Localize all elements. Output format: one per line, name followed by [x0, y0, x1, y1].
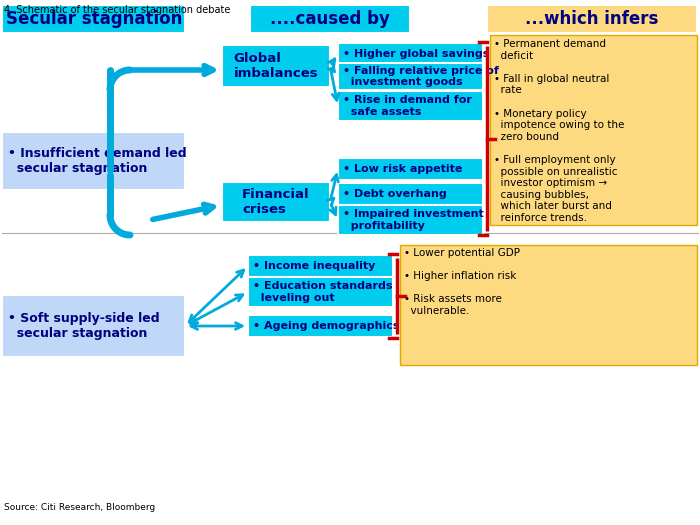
- Bar: [2, 132, 185, 190]
- Bar: [222, 182, 330, 222]
- Bar: [222, 45, 330, 87]
- Text: • Low risk appetite: • Low risk appetite: [343, 164, 463, 174]
- Text: • Income inequality: • Income inequality: [253, 261, 375, 271]
- Bar: [2, 5, 185, 33]
- Bar: [248, 315, 393, 337]
- Bar: [338, 158, 483, 180]
- Text: • Rise in demand for
  safe assets: • Rise in demand for safe assets: [343, 95, 472, 117]
- Bar: [487, 5, 697, 33]
- Text: • Higher global savings: • Higher global savings: [343, 49, 489, 59]
- Bar: [338, 63, 483, 90]
- Text: ....caused by: ....caused by: [270, 10, 390, 28]
- Text: 4. Schematic of the secular stagnation debate: 4. Schematic of the secular stagnation d…: [4, 5, 230, 15]
- Text: • Falling relative price of
  investment goods: • Falling relative price of investment g…: [343, 66, 499, 87]
- Text: Source: Citi Research, Bloomberg: Source: Citi Research, Bloomberg: [4, 502, 155, 511]
- Bar: [250, 5, 410, 33]
- Text: • Debt overhang: • Debt overhang: [343, 189, 447, 199]
- Text: • Soft supply-side led
  secular stagnation: • Soft supply-side led secular stagnatio…: [8, 312, 160, 340]
- Bar: [338, 205, 483, 235]
- Bar: [400, 245, 697, 365]
- Bar: [490, 35, 697, 225]
- Bar: [338, 43, 483, 65]
- Bar: [338, 91, 483, 121]
- Text: • Education standards
  leveling out: • Education standards leveling out: [253, 281, 393, 303]
- Text: • Permanent demand
  deficit

• Fall in global neutral
  rate

• Monetary policy: • Permanent demand deficit • Fall in glo…: [494, 39, 624, 223]
- Text: ...which infers: ...which infers: [525, 10, 659, 28]
- Bar: [338, 183, 483, 205]
- Text: • Ageing demographics: • Ageing demographics: [253, 321, 400, 331]
- Text: Secular stagnation: Secular stagnation: [6, 10, 182, 28]
- Bar: [2, 295, 185, 357]
- Text: • Lower potential GDP

• Higher inflation risk

• Risk assets more
  vulnerable.: • Lower potential GDP • Higher inflation…: [404, 248, 520, 316]
- Text: • Impaired investment
  profitability: • Impaired investment profitability: [343, 209, 484, 231]
- Text: • Insufficient demand led
  secular stagnation: • Insufficient demand led secular stagna…: [8, 147, 187, 175]
- Bar: [248, 255, 393, 277]
- Text: Global
imbalances: Global imbalances: [234, 52, 318, 80]
- Text: Financial
crises: Financial crises: [242, 188, 310, 216]
- Bar: [248, 277, 393, 307]
